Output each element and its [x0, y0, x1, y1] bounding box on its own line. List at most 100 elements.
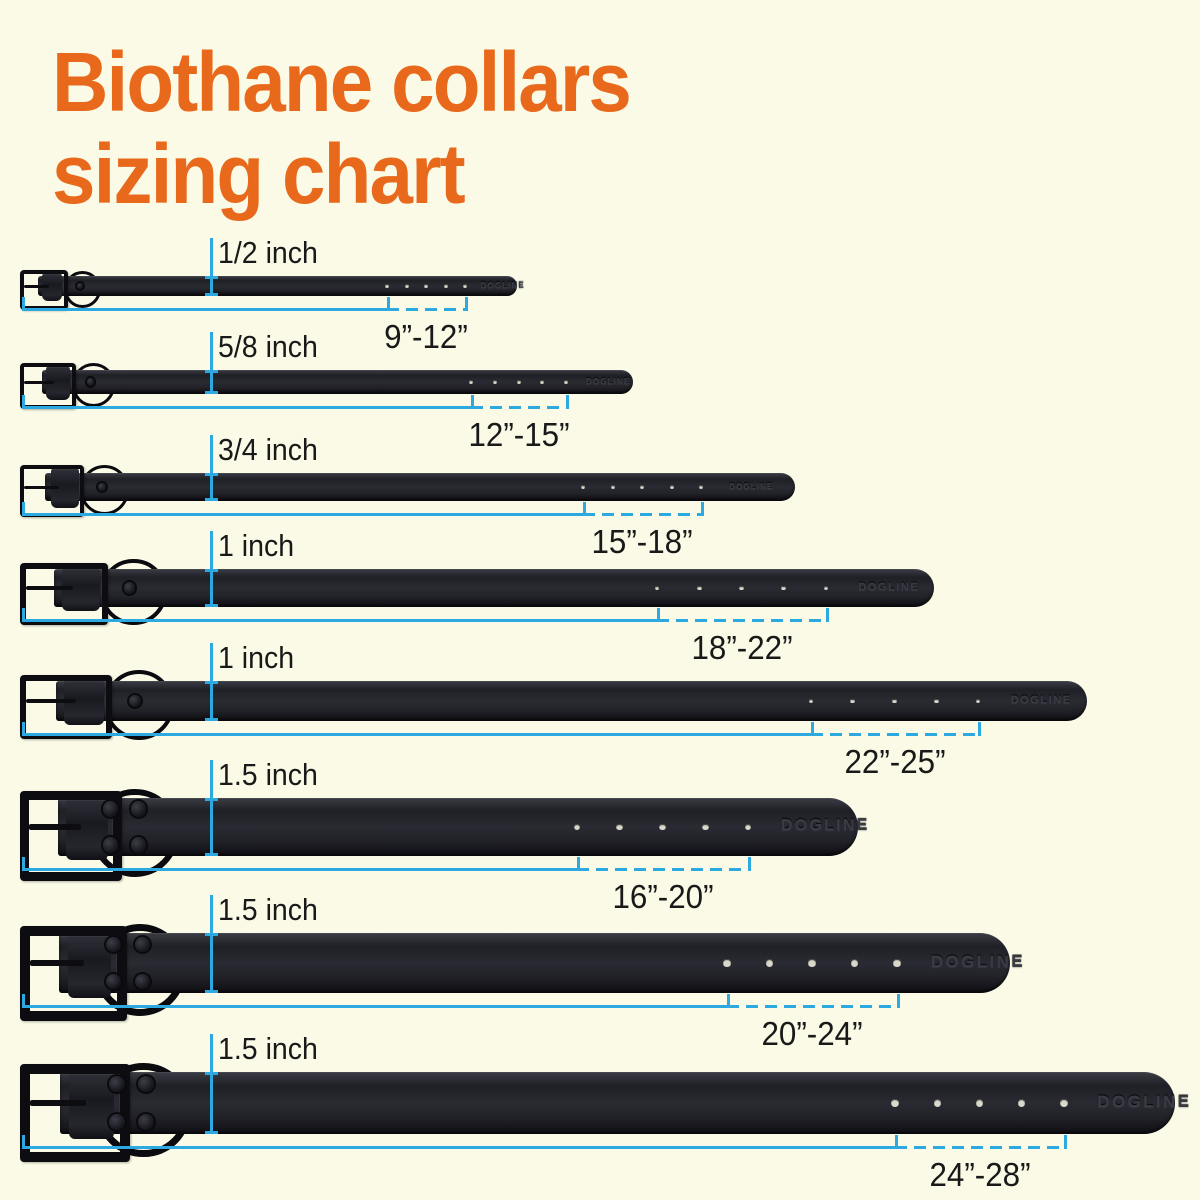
width-tick-bottom-icon	[205, 853, 218, 856]
collar-width-label: 1.5 inch	[218, 757, 318, 792]
collar-hole	[808, 959, 816, 967]
rivet-icon	[130, 837, 146, 853]
brand-emboss-text: DOGLINE	[729, 482, 774, 492]
rivet-icon	[123, 582, 136, 594]
strap-keeper	[66, 793, 109, 861]
size-range-label: 15”-18”	[591, 523, 693, 560]
buckle-frame-icon	[20, 464, 84, 518]
collar-band	[59, 933, 1010, 993]
brand-emboss-text: DOGLINE	[1097, 1092, 1192, 1112]
bracket-tick-start-icon	[22, 395, 25, 409]
size-range-label: 12”-15”	[467, 416, 570, 453]
collar-hole	[744, 823, 752, 831]
collar-hole	[581, 485, 585, 489]
collar-hole	[654, 585, 660, 591]
collar-hole	[696, 585, 702, 591]
length-line-solid	[22, 513, 583, 516]
buckle-frame-icon	[20, 790, 123, 882]
collar-width-label: 1 inch	[218, 640, 295, 675]
collar-band	[60, 1072, 1175, 1134]
rivet-icon	[134, 936, 151, 953]
width-indicator-line	[205, 435, 218, 501]
width-indicator-line	[205, 643, 218, 721]
size-range-label: 16”-20”	[611, 878, 714, 915]
collar-hole	[492, 380, 497, 384]
brand-emboss-text: DOGLINE	[781, 817, 870, 835]
rivet-icon	[130, 801, 146, 817]
collar-hole	[701, 823, 709, 831]
buckle-frame-icon	[20, 362, 76, 410]
collar-hole	[443, 284, 448, 288]
length-line-solid	[22, 619, 657, 622]
rivet-icon	[108, 1114, 125, 1131]
length-line-dashed	[471, 406, 566, 409]
rivet-icon	[76, 283, 83, 289]
bracket-tick-start-icon	[22, 1135, 25, 1149]
collar-hole	[933, 698, 939, 704]
strap-keeper	[64, 677, 104, 725]
collar-hole	[610, 485, 615, 489]
strap-keeper	[50, 466, 79, 508]
width-tick-top-icon	[205, 473, 218, 476]
width-tick-bottom-icon	[205, 293, 218, 296]
bracket-tick-start-icon	[22, 502, 25, 516]
bracket-tick-mid-icon	[583, 502, 586, 516]
bracket-tick-mid-icon	[811, 722, 814, 736]
collar-hole	[739, 585, 744, 591]
bracket-tick-end-icon	[566, 395, 569, 409]
length-line-dashed	[657, 619, 826, 622]
collar-band	[38, 276, 517, 296]
brand-emboss-text: DOGLINE	[930, 952, 1025, 972]
collar-hole	[699, 485, 703, 489]
collar-hole	[975, 698, 981, 704]
width-tick-bottom-icon	[205, 391, 218, 394]
collar-hole	[573, 823, 581, 831]
d-ring-icon	[91, 789, 179, 877]
length-line-solid	[22, 868, 577, 871]
page-title: Biothane collars sizing chart	[52, 36, 632, 221]
collar-hole	[808, 698, 814, 704]
brand-emboss-text: DOGLINE	[858, 581, 920, 594]
bracket-tick-start-icon	[22, 297, 25, 311]
collar-hole	[850, 698, 856, 704]
strap-keeper	[67, 928, 112, 998]
bracket-tick-mid-icon	[727, 994, 730, 1008]
collar-width-label: 3/4 inch	[218, 432, 318, 467]
collar-hole	[723, 959, 731, 967]
size-range-label: 24”-28”	[928, 1156, 1031, 1193]
collar-hole	[516, 380, 521, 384]
d-ring-icon	[104, 670, 174, 740]
width-indicator-line	[205, 895, 218, 993]
bracket-tick-end-icon	[465, 297, 468, 311]
length-line-solid	[22, 406, 471, 409]
rivet-icon	[102, 837, 118, 853]
bracket-tick-mid-icon	[387, 297, 390, 311]
brand-emboss-text: DOGLINE	[480, 281, 525, 291]
size-range-label: 22”-25”	[843, 743, 946, 780]
collar-hole	[540, 380, 545, 384]
page-title-line2: sizing chart	[52, 127, 466, 221]
collar-hole	[659, 823, 666, 831]
width-tick-bottom-icon	[205, 990, 218, 993]
collar-hole	[424, 284, 428, 288]
collar-hole	[1018, 1099, 1026, 1107]
collar-band	[56, 681, 1087, 721]
collar-hole	[1060, 1099, 1068, 1107]
buckle-prong-icon	[24, 485, 59, 489]
collar-hole	[765, 959, 774, 967]
width-tick-top-icon	[205, 1072, 218, 1075]
length-line-solid	[22, 308, 387, 311]
rivet-icon	[105, 936, 122, 953]
buckle-frame-icon	[20, 925, 127, 1021]
length-line-dashed	[895, 1146, 1064, 1149]
d-ring-icon	[64, 270, 101, 308]
bracket-tick-start-icon	[22, 608, 25, 622]
width-indicator-line	[205, 531, 218, 607]
collar-hole	[463, 284, 467, 288]
d-ring-icon	[72, 363, 116, 407]
collar-hole	[823, 585, 829, 591]
bracket-tick-end-icon	[897, 994, 900, 1008]
width-indicator-line	[205, 1034, 218, 1134]
collar-hole	[781, 585, 787, 591]
